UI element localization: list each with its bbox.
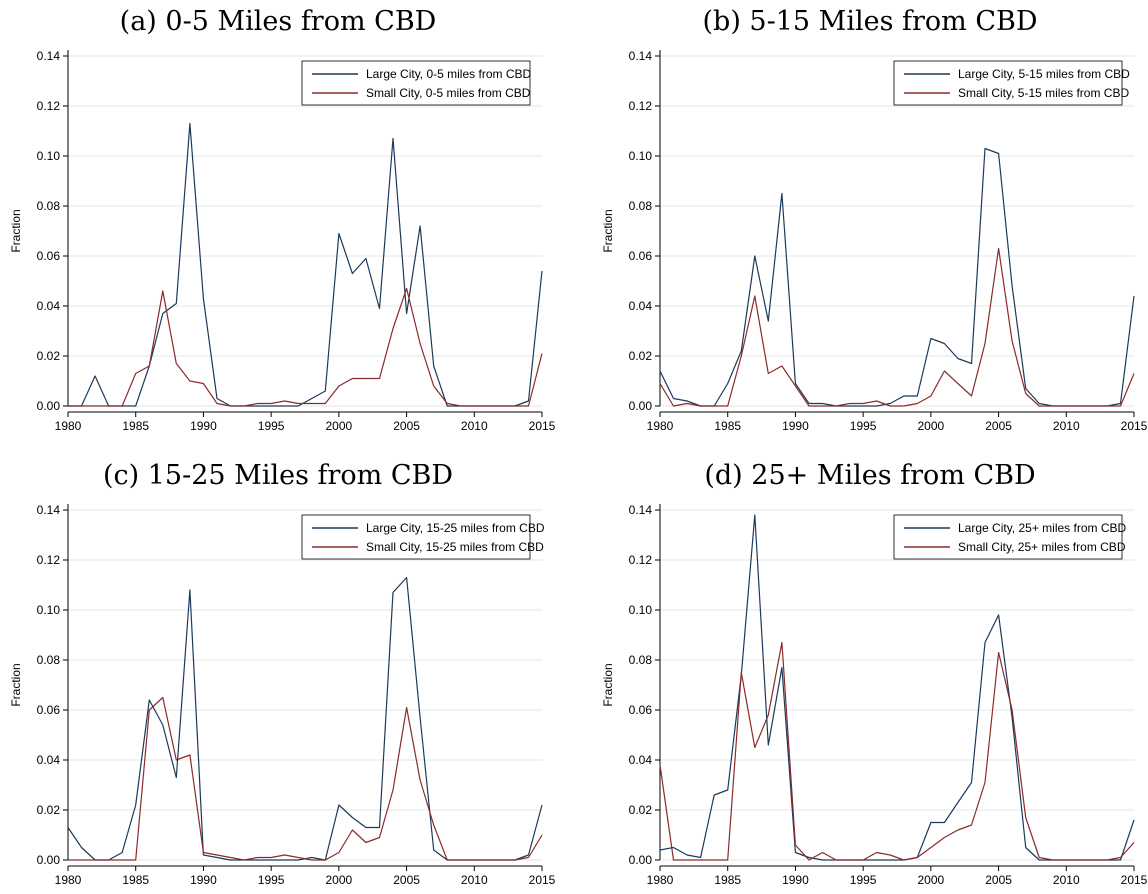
x-tick-label: 1985 xyxy=(122,419,149,433)
x-tick-label: 1980 xyxy=(647,873,674,887)
x-tick-label: 1995 xyxy=(850,419,877,433)
y-tick-label: 0.00 xyxy=(629,853,653,867)
x-tick-label: 2015 xyxy=(1121,419,1148,433)
series-line-small-city xyxy=(68,696,543,861)
x-tick-label: 2000 xyxy=(326,873,353,887)
legend-label: Large City, 15-25 miles from CBD xyxy=(366,521,545,535)
x-tick-label: 2010 xyxy=(1053,873,1080,887)
y-tick-label: 0.02 xyxy=(629,803,653,817)
x-tick-label: 1990 xyxy=(190,419,217,433)
y-tick-label: 0.12 xyxy=(629,553,653,567)
x-tick-label: 1985 xyxy=(714,873,741,887)
x-tick-label: 2000 xyxy=(918,873,945,887)
x-tick-label: 2015 xyxy=(1121,873,1148,887)
chart-d: 0.00 0.02 0.04 0.06 0.08 0.10 0.12 0.14 1980 1985… xyxy=(601,503,1148,887)
x-tick-label: 2015 xyxy=(529,419,556,433)
y-tick-label: 0.06 xyxy=(629,249,653,263)
x-tick-label: 1990 xyxy=(782,873,809,887)
y-tick-label: 0.12 xyxy=(629,99,653,113)
legend-box xyxy=(893,60,1123,106)
panel-title: (a) 0-5 Miles from CBD xyxy=(119,6,437,37)
y-tick-label: 0.04 xyxy=(37,299,61,313)
y-tick-label: 0.12 xyxy=(37,99,61,113)
series-line-small-city xyxy=(659,247,1135,407)
legend-label: Large City, 25+ miles from CBD xyxy=(958,521,1126,535)
y-tick-label: 0.10 xyxy=(37,149,61,163)
y-tick-label: 0.08 xyxy=(629,199,653,213)
series-line-small-city xyxy=(659,641,1135,861)
panel-title: (d) 25+ Miles from CBD xyxy=(704,460,1036,491)
panel-d: (d) 25+ Miles from CBD 0.00 0.02 0.04 0.06 0… xyxy=(592,454,1148,894)
x-tick-label: 2015 xyxy=(529,873,556,887)
chart-b: 0.00 0.02 0.04 0.06 0.08 0.10 0.12 0.14 1980 1985… xyxy=(601,49,1148,433)
x-tick-label: 2005 xyxy=(393,873,420,887)
x-tick-label: 2005 xyxy=(985,419,1012,433)
chart-c: 0.00 0.02 0.04 0.06 0.08 0.10 0.12 0.14 1980 1985… xyxy=(9,503,556,887)
y-tick-label: 0.02 xyxy=(37,349,61,363)
y-tick-label: 0.14 xyxy=(629,49,653,63)
y-tick-label: 0.08 xyxy=(629,653,653,667)
x-tick-label: 1990 xyxy=(190,873,217,887)
x-tick-label: 2010 xyxy=(1053,419,1080,433)
y-tick-label: 0.08 xyxy=(37,653,61,667)
y-tick-label: 0.06 xyxy=(37,703,61,717)
x-tick-label: 2000 xyxy=(918,419,945,433)
y-tick-label: 0.06 xyxy=(629,703,653,717)
y-tick-label: 0.14 xyxy=(629,503,653,517)
x-tick-label: 1985 xyxy=(122,873,149,887)
legend-label: Small City, 5-15 miles from CBD xyxy=(958,86,1129,100)
y-axis-label: Fraction xyxy=(9,209,23,252)
y-tick-label: 0.14 xyxy=(37,49,61,63)
panel-title: (b) 5-15 Miles from CBD xyxy=(702,6,1038,37)
y-tick-label: 0.00 xyxy=(37,399,61,413)
legend-label: Small City, 15-25 miles from CBD xyxy=(366,540,544,554)
chart-a: 0.00 0.02 0.04 0.06 0.08 0.10 0.12 0.14 1980 1985… xyxy=(9,49,556,433)
legend-label: Large City, 5-15 miles from CBD xyxy=(958,67,1130,81)
y-tick-label: 0.04 xyxy=(37,753,61,767)
x-tick-label: 1995 xyxy=(258,419,285,433)
y-tick-label: 0.14 xyxy=(37,503,61,517)
series-line-large-city xyxy=(68,122,543,407)
y-axis-label: Fraction xyxy=(601,209,615,252)
panel-a: (a) 0-5 Miles from CBD 0.00 0.02 0.04 0.06 0… xyxy=(0,0,556,440)
panel-b: (b) 5-15 Miles from CBD 0.00 0.02 0.04 0.06… xyxy=(592,0,1148,440)
x-tick-label: 1980 xyxy=(55,419,82,433)
legend-box xyxy=(301,60,531,106)
legend-box xyxy=(301,514,531,560)
panel-title: (c) 15-25 Miles from CBD xyxy=(102,460,453,491)
series-line-large-city xyxy=(659,147,1135,407)
x-tick-label: 2000 xyxy=(326,419,353,433)
x-tick-label: 1990 xyxy=(782,419,809,433)
legend-box xyxy=(893,514,1123,560)
y-tick-label: 0.00 xyxy=(629,399,653,413)
x-tick-label: 2005 xyxy=(985,873,1012,887)
x-tick-label: 1985 xyxy=(714,419,741,433)
y-tick-label: 0.02 xyxy=(629,349,653,363)
y-axis-label: Fraction xyxy=(9,663,23,706)
y-tick-label: 0.04 xyxy=(629,299,653,313)
x-tick-label: 1995 xyxy=(850,873,877,887)
x-tick-label: 2010 xyxy=(461,419,488,433)
y-tick-label: 0.00 xyxy=(37,853,61,867)
x-tick-label: 1995 xyxy=(258,873,285,887)
y-tick-label: 0.12 xyxy=(37,553,61,567)
legend-label: Large City, 0-5 miles from CBD xyxy=(366,67,531,81)
series-line-small-city xyxy=(68,287,543,407)
legend-label: Small City, 25+ miles from CBD xyxy=(958,540,1126,554)
y-tick-label: 0.02 xyxy=(37,803,61,817)
x-tick-label: 1980 xyxy=(647,419,674,433)
panel-c: (c) 15-25 Miles from CBD 0.00 0.02 0.04 0.0… xyxy=(0,454,556,894)
y-tick-label: 0.08 xyxy=(37,199,61,213)
x-tick-label: 2010 xyxy=(461,873,488,887)
y-tick-label: 0.10 xyxy=(37,603,61,617)
y-axis-label: Fraction xyxy=(601,663,615,706)
y-tick-label: 0.10 xyxy=(629,149,653,163)
x-tick-label: 2005 xyxy=(393,419,420,433)
y-tick-label: 0.10 xyxy=(629,603,653,617)
y-tick-label: 0.06 xyxy=(37,249,61,263)
legend-label: Small City, 0-5 miles from CBD xyxy=(366,86,531,100)
y-tick-label: 0.04 xyxy=(629,753,653,767)
x-tick-label: 1980 xyxy=(55,873,82,887)
